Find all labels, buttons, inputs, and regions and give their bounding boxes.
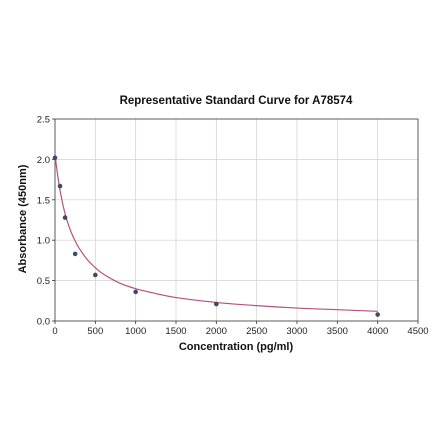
fit-curve xyxy=(54,154,378,312)
x-tick-label: 1500 xyxy=(165,326,186,337)
data-point xyxy=(62,215,68,220)
data-point xyxy=(52,155,58,161)
y-tick-label: 0.0 xyxy=(37,317,50,328)
y-tick-label: 2.0 xyxy=(37,155,50,166)
chart-title: Representative Standard Curve for A78574 xyxy=(120,95,353,107)
x-tick-label: 2500 xyxy=(246,326,267,337)
y-tick-label: 0.5 xyxy=(37,276,50,287)
data-point xyxy=(133,289,138,295)
x-tick-label: 4000 xyxy=(367,326,388,337)
y-tick-label: 2.5 xyxy=(37,115,50,126)
data-point xyxy=(375,312,380,317)
x-tick-label: 4500 xyxy=(407,326,428,337)
axis-ticks: 0 500 1000 1500 2000 2500 3000 3500 4000 4500 0.0 0… xyxy=(37,115,429,338)
x-tick-label: 2000 xyxy=(206,326,227,337)
y-tick-label: 1.0 xyxy=(37,236,50,247)
x-tick-label: 0 xyxy=(52,326,57,337)
x-tick-label: 3000 xyxy=(286,326,307,337)
data-point xyxy=(57,183,63,189)
x-tick-label: 1000 xyxy=(125,326,146,337)
data-points xyxy=(52,155,380,317)
y-tick-label: 1.5 xyxy=(37,195,50,206)
y-axis-label: Absorbance (450nm) xyxy=(17,164,29,273)
x-axis-label: Concentration (pg/ml) xyxy=(179,341,294,353)
data-point xyxy=(72,251,78,257)
x-tick-label: 500 xyxy=(87,326,103,337)
data-point xyxy=(93,272,98,278)
x-tick-label: 3500 xyxy=(327,326,348,337)
grid xyxy=(55,119,418,321)
data-point xyxy=(214,301,219,307)
plot-area xyxy=(54,118,419,322)
